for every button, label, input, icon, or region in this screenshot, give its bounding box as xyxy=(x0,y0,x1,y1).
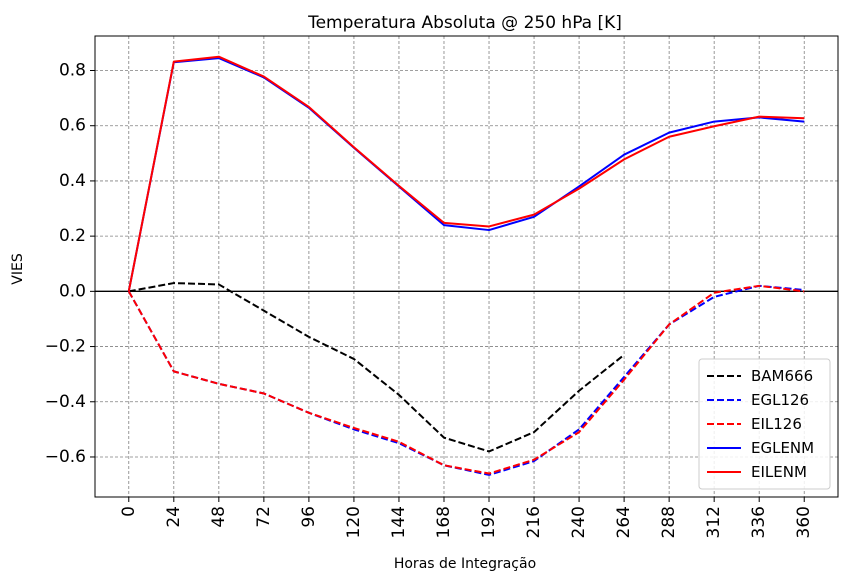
plot-frame xyxy=(94,35,839,498)
y-axis-ticks: −0.6 −0.4 −0.2 0.0 0.2 0.4 0.6 0.8 xyxy=(45,61,95,467)
x-tick-label: 168 xyxy=(434,506,454,538)
x-tick-label: 360 xyxy=(794,506,814,538)
x-tick-label: 24 xyxy=(164,506,184,528)
legend-box xyxy=(698,358,831,490)
x-tick-label: 96 xyxy=(299,506,319,528)
series-lines xyxy=(127,55,805,476)
x-tick-label: 0 xyxy=(119,506,139,517)
legend: BAM666 EGL126 EIL126 EGLENM EILENM xyxy=(698,358,831,490)
legend-label: EGLENM xyxy=(751,439,814,457)
x-tick-label: 120 xyxy=(344,506,364,538)
legend-label: EIL126 xyxy=(751,415,802,433)
series-line-eglenm xyxy=(127,57,805,292)
x-tick-label: 288 xyxy=(659,506,679,538)
x-tick-label: 240 xyxy=(569,506,589,538)
series-line-bam666 xyxy=(128,282,625,453)
series-line-eil126 xyxy=(127,284,805,475)
y-tick-label: 0.6 xyxy=(59,116,86,136)
x-tick-label: 144 xyxy=(389,506,409,538)
x-tick-label: 312 xyxy=(704,506,724,538)
chart-title: Temperatura Absoluta @ 250 hPa [K] xyxy=(307,13,622,33)
y-tick-label: 0.2 xyxy=(59,226,86,246)
x-tick-label: 72 xyxy=(254,506,274,528)
y-tick-label: 0.0 xyxy=(59,281,86,301)
legend-label: EILENM xyxy=(751,463,807,481)
x-tick-label: 216 xyxy=(524,506,544,538)
x-tick-label: 264 xyxy=(614,506,634,538)
y-tick-label: 0.4 xyxy=(59,171,86,191)
x-axis-label: Horas de Integração xyxy=(394,556,536,572)
x-tick-label: 48 xyxy=(209,506,229,528)
x-axis-ticks: 0 24 48 72 96 120 144 168 192 216 240 264 288 312 336 3… xyxy=(119,497,814,538)
x-tick-label: 192 xyxy=(479,506,499,538)
y-tick-label: −0.6 xyxy=(45,447,86,467)
legend-label: BAM666 xyxy=(751,367,813,385)
y-tick-label: −0.4 xyxy=(45,392,86,412)
y-axis-label: VIES xyxy=(10,253,26,285)
y-tick-label: 0.8 xyxy=(59,61,86,81)
series-line-eilenm xyxy=(127,55,805,292)
y-tick-label: −0.2 xyxy=(45,337,86,357)
legend-label: EGL126 xyxy=(751,391,809,409)
x-tick-label: 336 xyxy=(749,506,769,538)
